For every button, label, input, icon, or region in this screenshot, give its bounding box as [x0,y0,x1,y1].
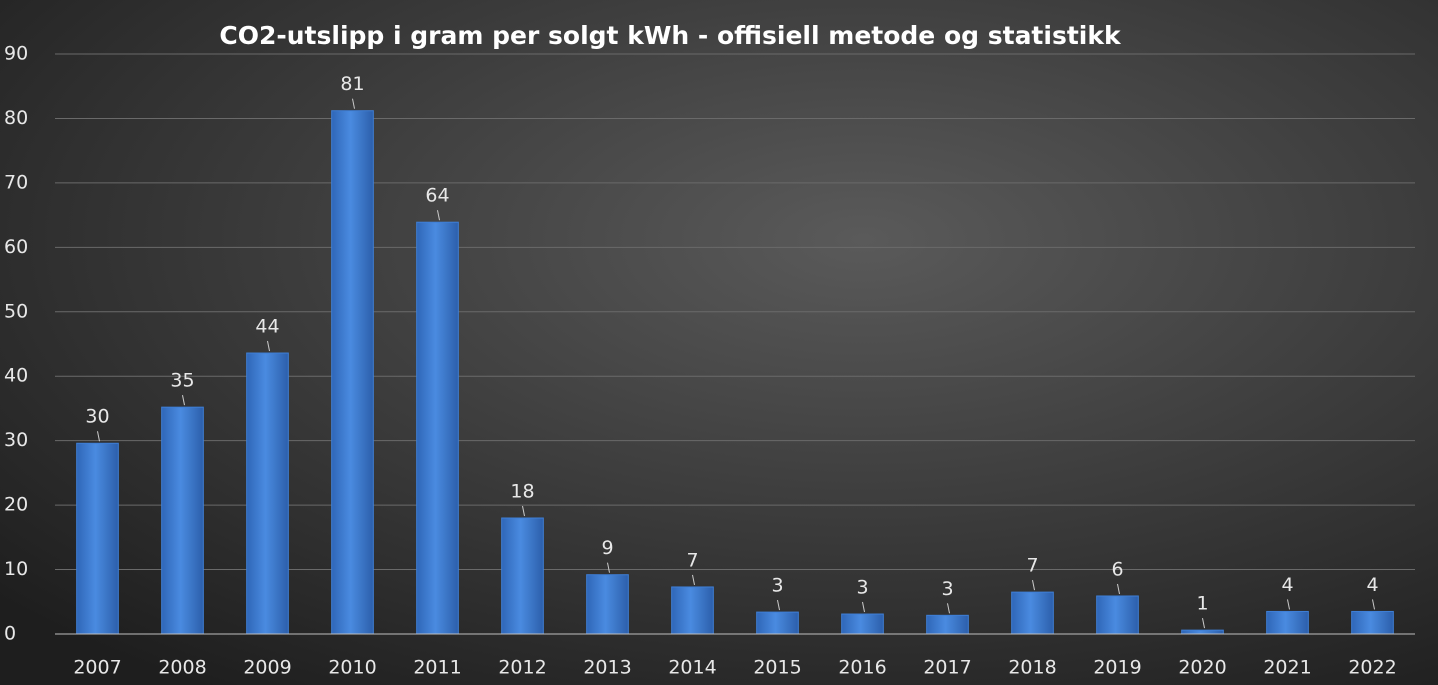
data-label: 7 [1026,555,1038,577]
label-leader [1117,583,1120,595]
data-label: 3 [771,575,783,597]
data-label: 9 [601,537,613,559]
x-tick-label: 2022 [1348,657,1396,679]
data-label: 30 [85,406,109,428]
bar [586,574,629,635]
data-label: 7 [686,549,698,571]
y-tick-label: 60 [4,236,28,258]
x-tick-label: 2013 [583,657,631,679]
label-leader [1372,599,1375,610]
y-tick-label: 50 [4,300,28,322]
label-leader [1287,599,1290,610]
y-tick-label: 70 [4,171,28,193]
y-tick-label: 0 [4,623,16,645]
y-tick-label: 10 [4,558,28,580]
bar [416,221,459,635]
x-tick-label: 2018 [1008,657,1056,679]
x-tick-label: 2008 [158,657,206,679]
x-tick-label: 2011 [413,657,461,679]
label-leader [1032,580,1035,591]
x-tick-label: 2014 [668,657,716,679]
bar [161,406,204,635]
x-tick-label: 2021 [1263,657,1311,679]
data-label: 6 [1111,558,1123,580]
x-tick-label: 2016 [838,657,886,679]
x-tick-label: 2007 [73,657,121,679]
bar [926,614,969,635]
label-leader [862,601,865,613]
bar [1096,595,1139,635]
bar [671,586,714,635]
y-tick-label: 80 [4,107,28,129]
bar [1266,610,1309,635]
label-leader [97,431,100,442]
label-leader [692,574,695,586]
data-label: 35 [170,370,194,392]
data-label: 81 [340,73,364,95]
data-label: 18 [510,481,534,503]
data-label: 3 [856,577,868,599]
bar [501,517,544,635]
data-label: 4 [1281,574,1293,596]
label-leader [777,599,780,611]
bar [841,613,884,635]
bar [1181,629,1224,635]
data-label: 3 [941,578,953,600]
bar [76,442,119,635]
label-leader [352,98,355,109]
y-tick-label: 90 [4,43,28,65]
bar [1351,610,1394,635]
x-tick-label: 2012 [498,657,546,679]
label-leader [182,395,185,406]
data-label: 4 [1366,574,1378,596]
data-label: 1 [1196,593,1208,615]
x-tick-label: 2015 [753,657,801,679]
label-leader [522,505,525,517]
x-tick-label: 2020 [1178,657,1226,679]
label-leader [1202,618,1205,629]
x-tick-label: 2019 [1093,657,1141,679]
bar [756,611,799,635]
data-label: 64 [425,185,449,207]
label-leader [437,210,440,221]
chart-title: CO2-utslipp i gram per solgt kWh - offis… [219,21,1122,50]
x-tick-label: 2017 [923,657,971,679]
y-tick-label: 20 [4,494,28,516]
data-label: 44 [255,316,279,338]
x-tick-label: 2010 [328,657,376,679]
label-leader [607,562,610,573]
y-tick-label: 40 [4,365,28,387]
bar [331,110,374,635]
y-tick-label: 30 [4,429,28,451]
bar [1011,591,1054,635]
x-tick-label: 2009 [243,657,291,679]
label-leader [947,603,950,614]
bar [246,352,289,635]
label-leader [267,340,270,352]
